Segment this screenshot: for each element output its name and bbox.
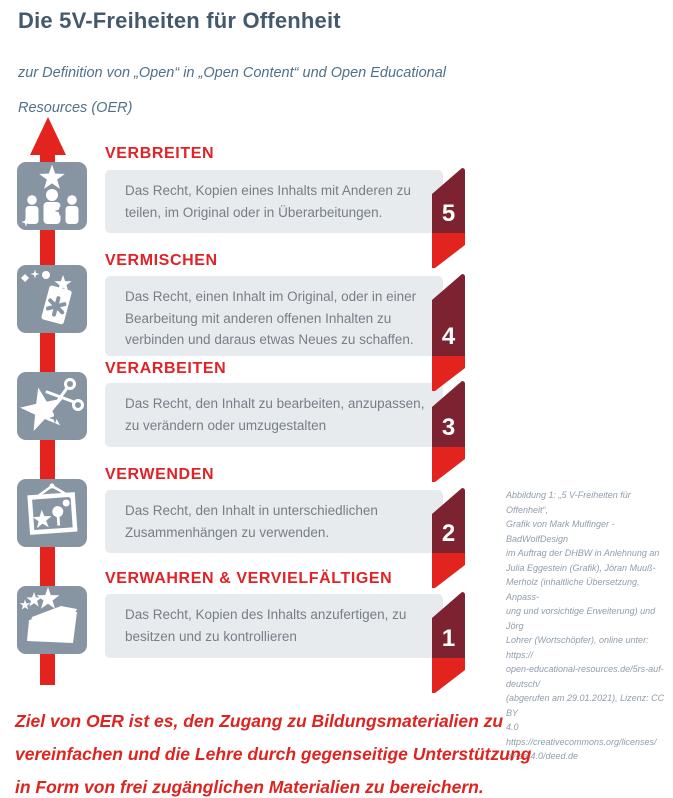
section-number-badge: 3 — [432, 381, 466, 483]
caption-line: Abbildung 1: „5 V-Freiheiten für Offenhe… — [506, 490, 631, 515]
caption-line: (abgerufen am 29.01.2021), Lizenz: CC BY — [506, 693, 665, 718]
section-heading: VERARBEITEN — [105, 360, 227, 377]
scissors-star-icon — [17, 372, 87, 440]
section-description-box: Das Recht, den Inhalt in unterschiedlich… — [105, 490, 443, 553]
picture-frame-icon — [17, 479, 87, 547]
subtitle-line: zur Definition von „Open“ in „Open Conte… — [18, 65, 446, 81]
badge-number: 1 — [441, 625, 456, 652]
section-heading: VERWENDEN — [105, 466, 215, 483]
section-number-badge: 5 — [432, 168, 466, 269]
share-people-icon — [17, 162, 87, 230]
caption-line: im Auftrag der DHBW in Anlehnung an — [506, 548, 660, 558]
section-heading: VERMISCHEN — [105, 252, 218, 269]
section-description-box: Das Recht, den Inhalt zu bearbeiten, anz… — [105, 383, 443, 447]
section-description: Das Recht, Kopien eines Inhalts mit Ande… — [125, 183, 411, 220]
badge-number: 5 — [441, 200, 456, 227]
caption-line: open-educational-resources.de/5rs-auf- — [506, 664, 664, 674]
caption-line: Grafik von Mark Mulfinger - BadWolfDesig… — [506, 519, 615, 544]
section-description: Das Recht, den Inhalt zu bearbeiten, anz… — [125, 396, 425, 433]
caption-line: ung und vorsichtige Erweiterung) und Jör… — [506, 606, 656, 631]
page-subtitle: zur Definition von „Open“ in „Open Conte… — [18, 56, 446, 126]
caption-line: 4.0 https://creativecommons.org/licenses… — [506, 722, 657, 747]
footer-line: in Form von frei zugänglichen Materialie… — [15, 777, 484, 797]
footer-line: vereinfachen und die Lehre durch gegense… — [15, 744, 532, 764]
folder-stars-icon — [17, 586, 87, 654]
badge-number: 3 — [441, 414, 456, 441]
caption-line: deutsch/ — [506, 678, 541, 689]
section-number-badge: 4 — [432, 274, 466, 392]
caption-line: Lohrer (Wortschöpfer), online unter: htt… — [506, 635, 649, 660]
section-description: Das Recht, den Inhalt in unterschiedlich… — [125, 503, 378, 540]
subtitle-line: Resources (OER) — [18, 100, 133, 116]
section-heading: VERWAHREN & VERVIELFÄLTIGEN — [105, 570, 393, 587]
caption-line: Merholz (inhaltliche Übersetzung, Anpass… — [506, 577, 640, 602]
oer-goal-text: Ziel von OER ist es, den Zugang zu Bildu… — [15, 705, 655, 798]
section-description: Das Recht, einen Inhalt im Original, ode… — [125, 289, 417, 347]
badge-number: 2 — [441, 520, 456, 547]
page-title: Die 5V-Freiheiten für Offenheit — [18, 8, 341, 33]
section-heading: VERBREITEN — [105, 145, 215, 162]
section-description-box: Das Recht, Kopien eines Inhalts mit Ande… — [105, 170, 443, 233]
section-description-box: Das Recht, Kopien des Inhalts anzufertig… — [105, 594, 443, 658]
footer-line: Ziel von OER ist es, den Zugang zu Bildu… — [15, 711, 504, 731]
mix-tag-icon — [17, 265, 87, 333]
arrow-up-icon — [30, 117, 66, 155]
section-number-badge: 1 — [432, 592, 466, 694]
badge-number: 4 — [441, 323, 456, 350]
section-number-badge: 2 — [432, 488, 466, 589]
caption-line: Julia Eggestein (Grafik), Jöran Muuß- — [506, 562, 656, 573]
section-description: Das Recht, Kopien des Inhalts anzufertig… — [125, 607, 407, 644]
caption-line: by-sa/4.0/deed.de — [506, 751, 579, 761]
section-description-box: Das Recht, einen Inhalt im Original, ode… — [105, 276, 443, 356]
attribution-caption: Abbildung 1: „5 V-Freiheiten für Offenhe… — [506, 488, 670, 764]
